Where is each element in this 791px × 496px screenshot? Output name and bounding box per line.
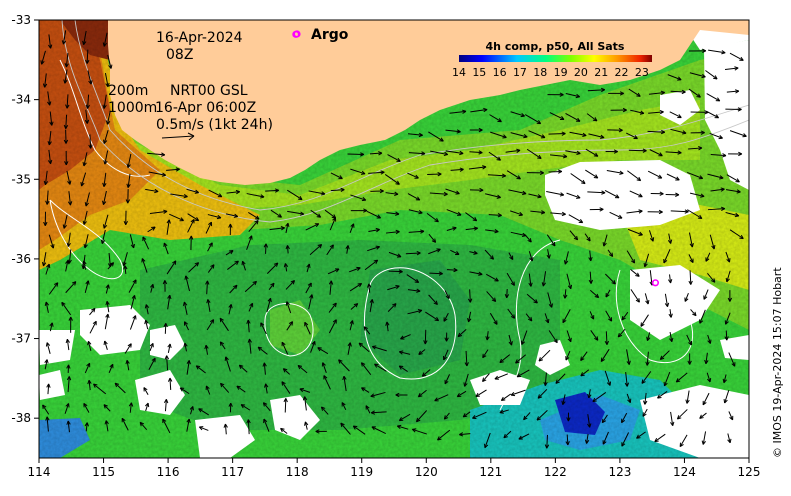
x-tick-label: 121 xyxy=(479,465,502,479)
colorbar-tick-label: 17 xyxy=(513,66,527,79)
x-tick-label: 119 xyxy=(350,465,373,479)
imos-credit: © IMOS 19-Apr-2024 15:07 Hobart xyxy=(771,267,784,458)
x-tick-label: 122 xyxy=(544,465,567,479)
x-tick-label: 115 xyxy=(92,465,115,479)
y-tick-label: -33 xyxy=(11,13,31,27)
x-axis: 114 115 116 117 118 119 120 121 122 123 124 125 xyxy=(28,458,761,479)
x-tick-label: 120 xyxy=(415,465,438,479)
colorbar-tick-label: 21 xyxy=(594,66,608,79)
argo-legend-label: Argo xyxy=(311,27,349,43)
y-tick-label: -37 xyxy=(11,332,31,346)
colorbar-tick-label: 15 xyxy=(472,66,486,79)
x-tick-label: 125 xyxy=(738,465,761,479)
colorbar-tick-label: 22 xyxy=(615,66,629,79)
x-tick-label: 124 xyxy=(673,465,696,479)
colorbar-tick-label: 23 xyxy=(635,66,649,79)
y-tick-label: -35 xyxy=(11,172,31,186)
colorbar xyxy=(459,55,652,62)
legend-model-time: 16-Apr 06:00Z xyxy=(155,100,256,116)
x-tick-label: 116 xyxy=(157,465,180,479)
legend-scale-label: 0.5m/s (1kt 24h) xyxy=(156,117,273,133)
colorbar-tick-label: 19 xyxy=(554,66,568,79)
legend-depth-200: 200m xyxy=(108,83,148,99)
colorbar-tick-label: 20 xyxy=(574,66,588,79)
map-time: 08Z xyxy=(166,47,193,63)
legend-depth-1000: 1000m xyxy=(108,100,157,116)
x-tick-label: 118 xyxy=(286,465,309,479)
x-tick-label: 114 xyxy=(28,465,51,479)
y-tick-label: -36 xyxy=(11,252,31,266)
y-tick-label: -38 xyxy=(11,411,31,425)
colorbar-title: 4h comp, p50, All Sats xyxy=(486,40,625,53)
map-date: 16-Apr-2024 xyxy=(156,30,243,46)
y-tick-label: -34 xyxy=(11,93,31,107)
y-axis: -33 -34 -35 -36 -37 -38 xyxy=(11,13,39,425)
legend-model-name: NRT00 GSL xyxy=(170,83,248,99)
colorbar-tick-label: 18 xyxy=(533,66,547,79)
x-tick-label: 123 xyxy=(608,465,631,479)
colorbar-tick-label: 16 xyxy=(493,66,507,79)
colorbar-tick-label: 14 xyxy=(452,66,466,79)
x-tick-label: 117 xyxy=(221,465,244,479)
